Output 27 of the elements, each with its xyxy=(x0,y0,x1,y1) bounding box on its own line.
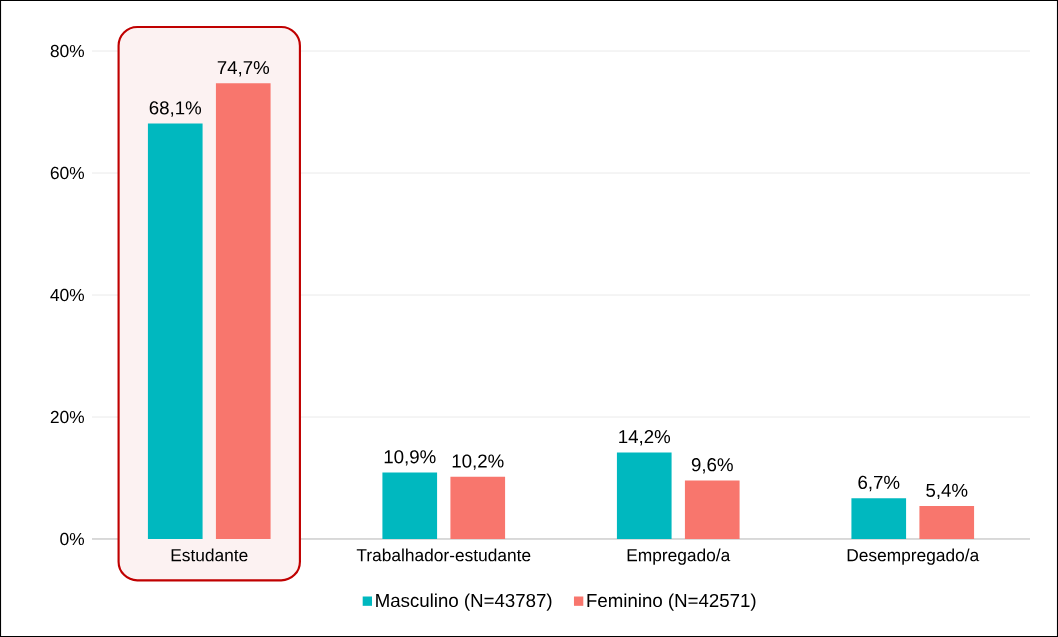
data-label: 5,4% xyxy=(926,483,968,500)
data-label: 74,7% xyxy=(217,61,270,77)
bar xyxy=(382,472,438,539)
y-tick-label: 80% xyxy=(50,44,85,58)
bar xyxy=(919,506,975,539)
data-label: 6,7% xyxy=(858,475,900,492)
y-tick-label: 0% xyxy=(60,532,85,546)
legend-label: Feminino (N=42571) xyxy=(587,593,756,611)
bar xyxy=(450,476,506,539)
data-label: 68,1% xyxy=(149,101,202,117)
data-label: 10,2% xyxy=(452,454,504,470)
y-tick-label: 60% xyxy=(50,166,85,180)
bar xyxy=(616,452,672,539)
bar xyxy=(215,83,271,539)
y-tick-label: 20% xyxy=(50,410,85,424)
x-tick-label: Trabalhador-estudante xyxy=(356,548,531,562)
legend-label: Masculino (N=43787) xyxy=(376,593,552,611)
data-label: 14,2% xyxy=(619,430,671,446)
y-tick-label: 40% xyxy=(50,288,85,302)
bar xyxy=(851,498,907,539)
x-tick-label: Desempregado/a xyxy=(847,548,980,565)
data-label: 9,6% xyxy=(691,458,733,474)
data-label: 10,9% xyxy=(384,450,436,466)
bar xyxy=(684,480,740,539)
x-tick-label: Estudante xyxy=(171,548,248,562)
x-tick-label: Empregado/a xyxy=(627,548,731,565)
bar xyxy=(147,123,203,539)
